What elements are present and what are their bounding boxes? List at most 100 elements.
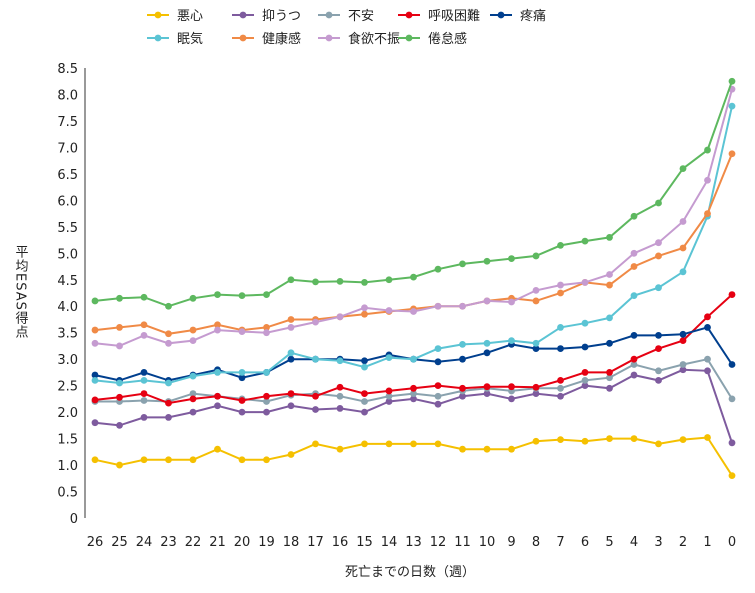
data-point: [410, 308, 417, 315]
data-point: [630, 212, 638, 220]
data-point: [630, 263, 638, 270]
data-point: [483, 349, 491, 357]
y-tick-label: 0: [70, 512, 78, 527]
legend-label: 倦怠感: [428, 31, 467, 47]
x-tick-label: 16: [332, 535, 349, 550]
data-point: [679, 337, 687, 345]
x-tick-label: 18: [283, 535, 300, 550]
legend-label: 疼痛: [520, 8, 546, 24]
data-point: [410, 440, 417, 448]
data-point: [385, 398, 393, 405]
x-tick-label: 3: [654, 535, 662, 550]
x-tick-label: 12: [430, 535, 447, 550]
legend-swatch-marker: [405, 34, 413, 42]
data-point: [189, 372, 197, 380]
data-point: [336, 383, 344, 391]
legend-swatch-marker: [497, 11, 505, 19]
legend-item: 呼吸困難: [398, 9, 480, 24]
legend-swatch-marker: [239, 11, 247, 19]
data-point: [679, 436, 687, 444]
data-point: [508, 255, 515, 262]
x-tick-label: 8: [532, 535, 540, 550]
series-5: [91, 102, 736, 387]
data-point: [140, 376, 148, 384]
data-point: [214, 321, 221, 329]
y-tick-label: 8.0: [57, 88, 78, 103]
data-point: [508, 383, 515, 391]
data-point: [410, 384, 417, 392]
data-point: [434, 400, 442, 408]
legend-label: 抑うつ: [262, 9, 301, 24]
x-tick-label: 15: [356, 535, 373, 550]
data-point: [581, 376, 589, 384]
legend-swatch-marker: [154, 11, 162, 19]
data-point: [361, 398, 368, 405]
x-tick-label: 9: [507, 535, 515, 550]
x-tick-label: 6: [581, 535, 589, 550]
data-point: [263, 369, 270, 376]
data-point: [312, 278, 319, 286]
data-point: [116, 421, 123, 429]
data-point: [606, 281, 613, 289]
data-point: [483, 297, 491, 305]
data-point: [728, 150, 736, 158]
data-point: [410, 390, 417, 397]
legend-item: 健康感: [232, 31, 301, 47]
data-point: [704, 313, 711, 321]
legend-swatch-marker: [154, 34, 162, 42]
data-point: [557, 281, 564, 289]
x-axis-title: 死亡までの日数（週）: [345, 565, 475, 580]
data-point: [630, 435, 638, 442]
data-point: [557, 384, 564, 392]
data-point: [459, 384, 466, 392]
data-point: [116, 294, 123, 302]
x-tick-label: 7: [556, 535, 564, 550]
data-point: [312, 355, 319, 363]
x-tick-label: 22: [185, 535, 202, 550]
data-point: [557, 376, 564, 384]
data-point: [532, 437, 540, 445]
data-point: [91, 371, 99, 379]
data-point: [238, 369, 246, 376]
data-point: [312, 406, 319, 413]
x-tick-labels: 26 25 24 23 22 21 20 19 18 17 16 15 14 13 12 11 10 9 8 7 6 5 4…: [87, 535, 736, 550]
y-tick-label: 3.0: [57, 353, 78, 368]
data-point: [532, 252, 540, 260]
data-point: [728, 77, 736, 85]
data-point: [434, 302, 442, 310]
x-tick-label: 0: [728, 535, 736, 550]
legend-swatch-marker: [405, 11, 413, 19]
data-point: [557, 324, 564, 331]
data-point: [361, 310, 368, 318]
y-tick-label: 7.5: [57, 115, 78, 130]
data-point: [655, 376, 662, 384]
data-point: [214, 392, 221, 400]
data-point: [238, 408, 246, 416]
series-1: [91, 366, 736, 447]
data-point: [116, 461, 123, 469]
legend-swatch-marker: [239, 34, 247, 42]
data-point: [361, 279, 368, 286]
data-point: [679, 165, 687, 172]
data-point: [655, 239, 662, 247]
data-point: [459, 445, 466, 453]
data-point: [434, 392, 442, 400]
data-point: [630, 292, 638, 300]
data-point: [557, 345, 564, 352]
data-point: [434, 358, 442, 366]
data-point: [532, 297, 540, 305]
data-point: [91, 326, 99, 334]
x-tick-label: 1: [703, 535, 711, 550]
data-point: [214, 445, 221, 453]
axes: 0 0.5 1.0 1.5 2.0 2.5 3.0 3.5 4.0 4.5 5.0 5.5 6.0 6.5…: [57, 62, 736, 550]
data-point: [336, 357, 344, 365]
data-point: [704, 355, 711, 363]
data-point: [91, 419, 99, 427]
y-tick-label: 2.0: [57, 406, 78, 421]
data-point: [140, 390, 148, 397]
data-point: [459, 260, 466, 268]
data-point: [459, 392, 466, 400]
data-point: [238, 292, 246, 300]
data-point: [655, 367, 662, 375]
